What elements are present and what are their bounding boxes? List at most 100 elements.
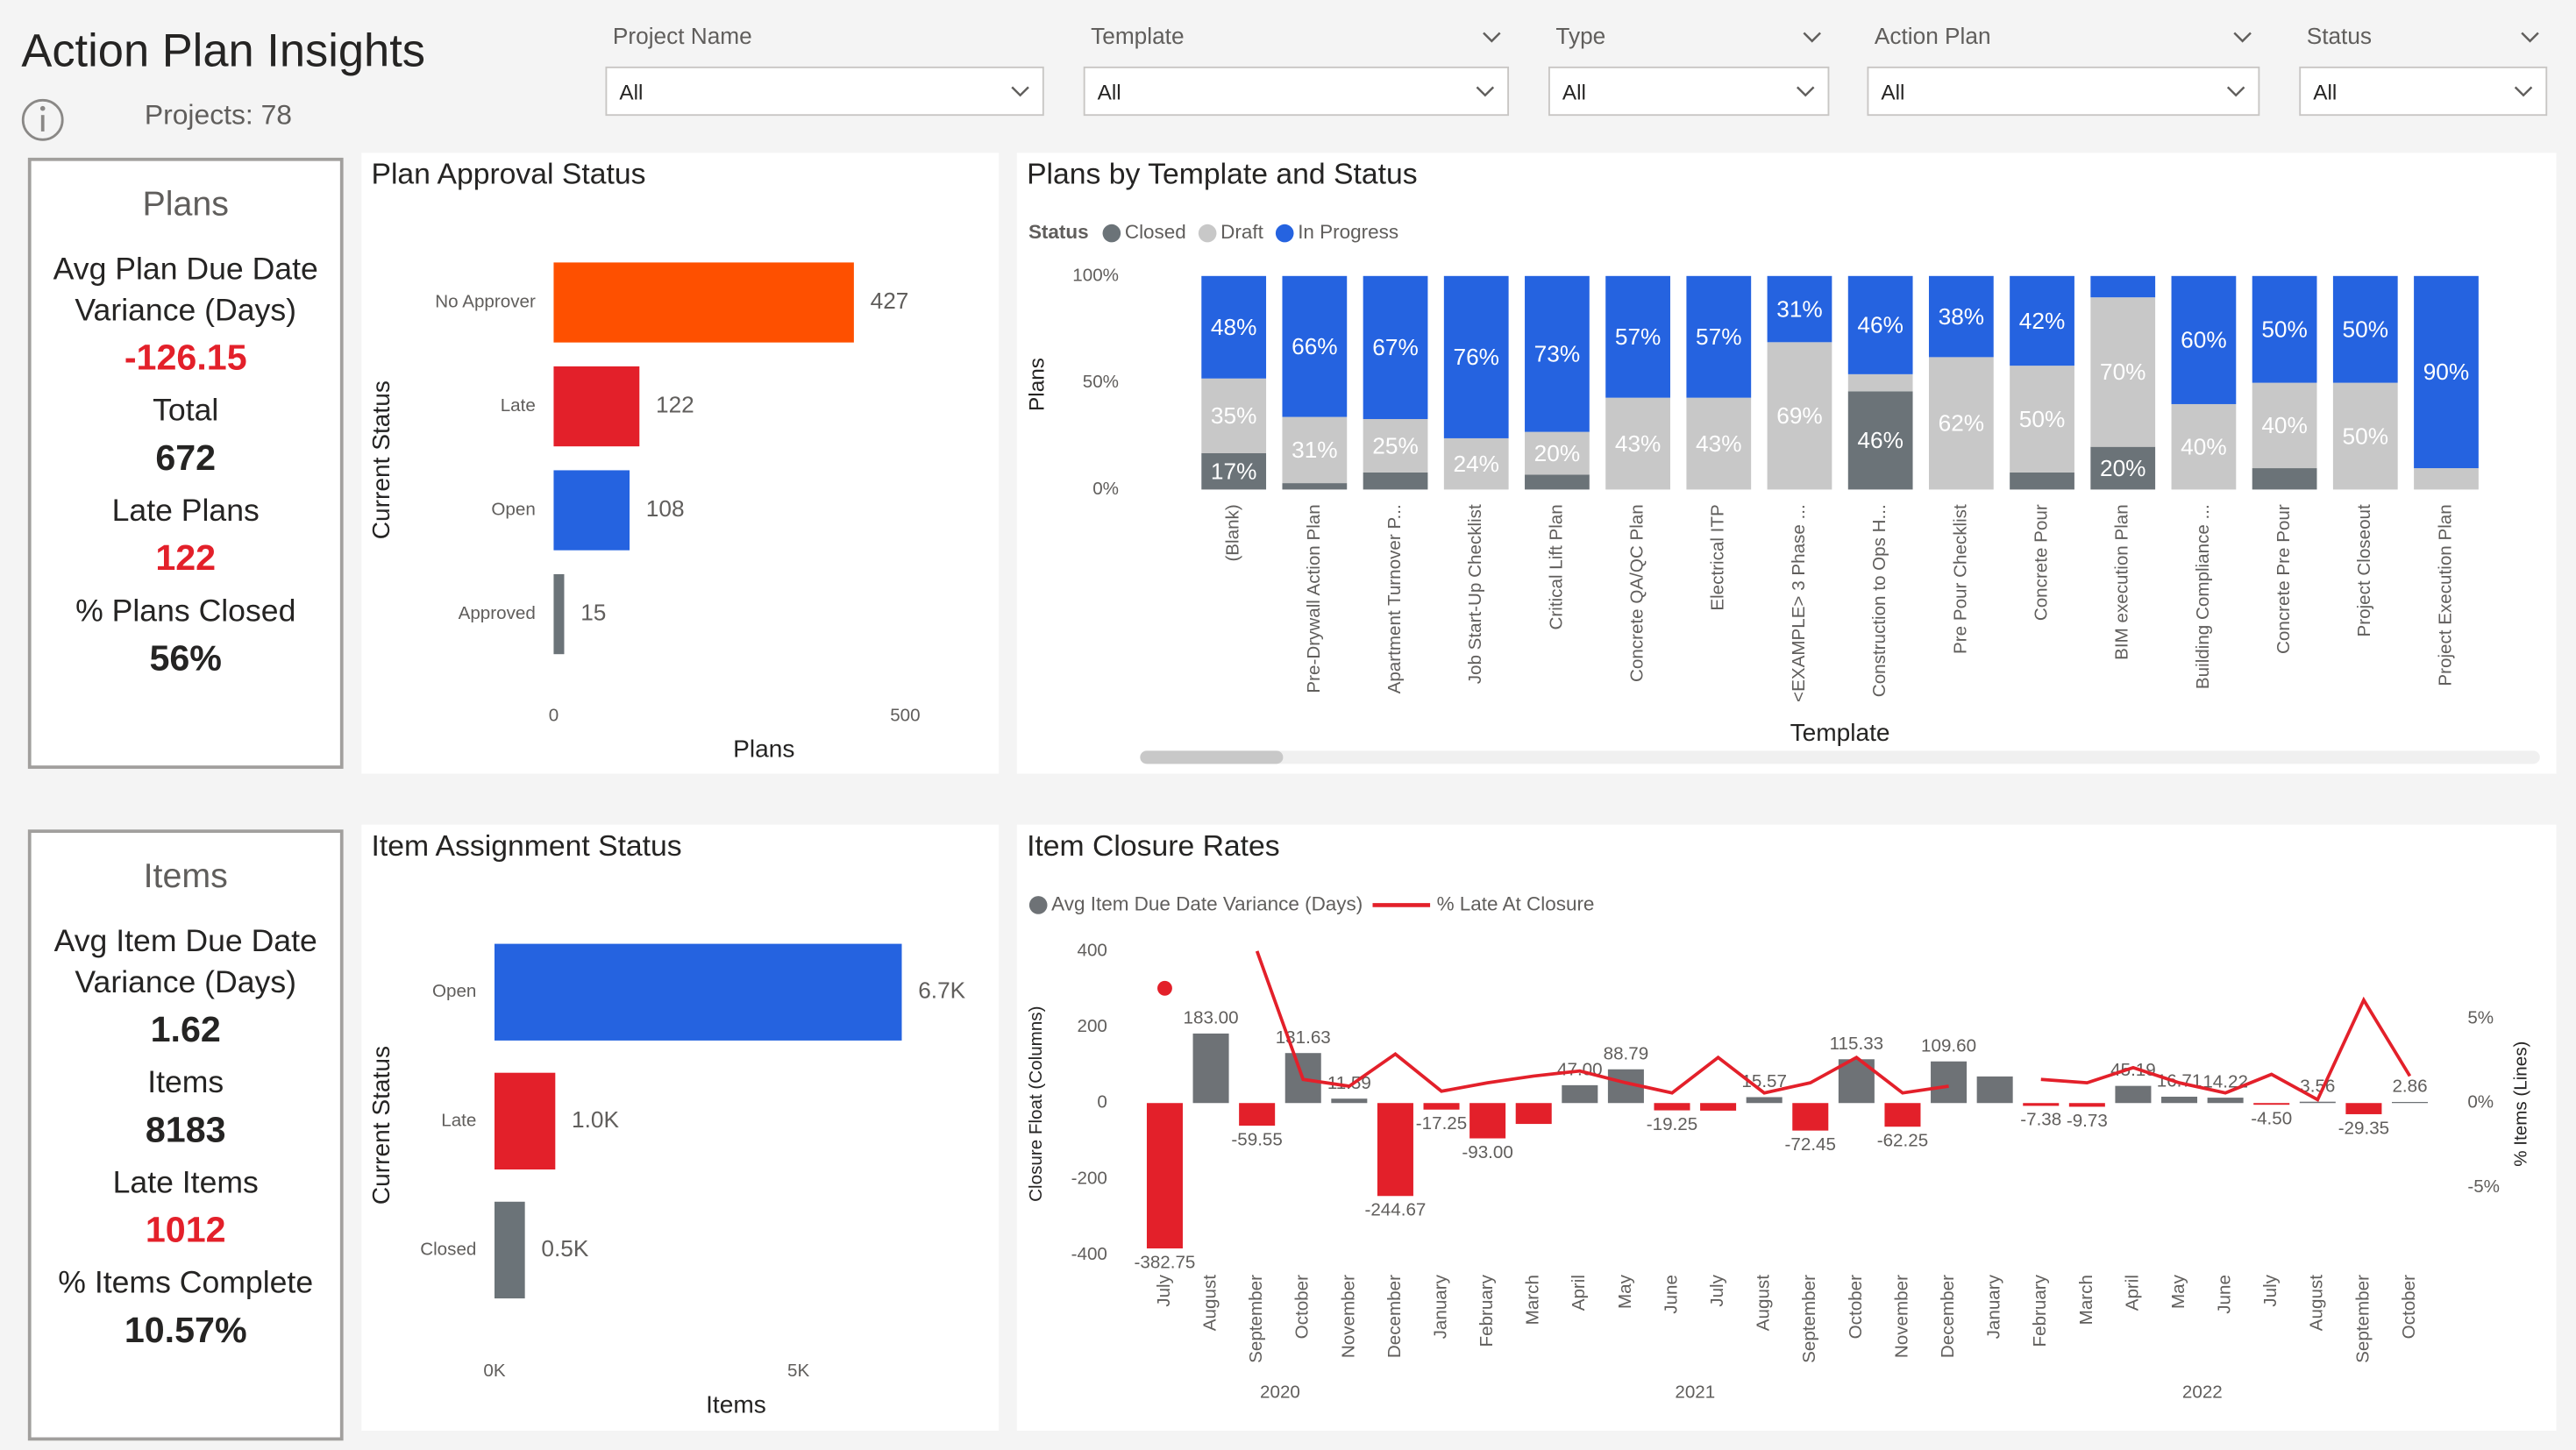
data-label: 108 — [646, 495, 685, 522]
data-label: 31% — [1292, 437, 1337, 463]
y2-axis-label: % Items (Lines) — [2511, 1041, 2531, 1167]
bar-segment — [1363, 419, 1428, 473]
kpi-value: 1.62 — [150, 1008, 221, 1050]
x-tick-label: June — [2215, 1275, 2235, 1314]
chart-title: Item Closure Rates — [1027, 829, 1280, 863]
bar-segment — [2414, 275, 2479, 469]
bar-segment — [1282, 275, 1348, 417]
column — [1792, 1103, 1829, 1131]
bar-segment — [2252, 468, 2317, 490]
x-tick-label: April — [2122, 1275, 2142, 1311]
data-label: 25% — [1372, 432, 1418, 458]
data-label: 35% — [1211, 402, 1256, 429]
info-icon[interactable] — [21, 98, 64, 141]
data-label: 15.57 — [1741, 1071, 1787, 1091]
data-label: -382.75 — [1135, 1252, 1196, 1272]
y-axis-label: Closure Float (Columns) — [1026, 1006, 1046, 1202]
data-label: 31% — [1776, 295, 1822, 322]
column — [1146, 1103, 1183, 1249]
data-label: 43% — [1696, 430, 1741, 457]
data-label: -17.25 — [1416, 1113, 1467, 1134]
y-tick-label: 0 — [1097, 1092, 1107, 1112]
data-label: 46% — [1857, 427, 1903, 453]
data-label: 50% — [2261, 316, 2307, 343]
bar-segment — [1605, 397, 1670, 490]
data-label: -9.73 — [2067, 1111, 2108, 1131]
column — [2207, 1098, 2244, 1104]
filter-value: All — [1098, 81, 1121, 104]
y-axis-label: Plans — [1026, 358, 1050, 411]
x-tick-label: November — [1338, 1275, 1358, 1358]
y-tick-label: 50% — [1083, 372, 1119, 392]
line — [1255, 950, 1949, 1095]
filter-label: Type — [1555, 23, 1605, 49]
legend-marker — [1198, 224, 1217, 243]
line-point — [1157, 980, 1172, 996]
bar-segment — [2090, 297, 2156, 447]
kpi-label: Avg Item Due Date Variance (Days) — [53, 924, 317, 1001]
bar-segment — [1686, 397, 1752, 490]
bar-segment — [1928, 357, 1994, 490]
kpi-label: % Plans Closed — [75, 594, 296, 629]
bar-segment — [2090, 446, 2156, 490]
filter-header-chevron — [2233, 32, 2252, 43]
data-label: -4.50 — [2251, 1108, 2292, 1128]
filter-chevron — [1796, 86, 1815, 97]
x-tick-label: June — [1661, 1275, 1681, 1314]
filter-label: Status — [2307, 23, 2372, 49]
y2-tick-label: 5% — [2467, 1007, 2494, 1027]
data-label: -72.45 — [1785, 1134, 1836, 1155]
data-label: -7.38 — [2020, 1110, 2061, 1130]
column — [1192, 1033, 1229, 1104]
x-tick-label: January — [1430, 1274, 1450, 1339]
data-label: 20% — [2100, 455, 2145, 481]
filter-dropdown[interactable] — [1083, 66, 1510, 117]
bar-segment — [1201, 452, 1267, 490]
data-label: 43% — [1615, 430, 1661, 457]
kpi-label: Items — [147, 1066, 224, 1101]
y-tick-label: 200 — [1077, 1016, 1107, 1036]
y-tick-label: Closed — [420, 1239, 476, 1259]
line — [2040, 996, 2412, 1102]
x-tick-label: July — [2260, 1274, 2281, 1306]
y-axis-label: Current Status — [367, 1046, 395, 1205]
bar — [553, 262, 854, 343]
kpi-card-title: Items — [143, 857, 228, 896]
legend-label: Avg Item Due Date Variance (Days) — [1051, 892, 1363, 914]
data-label: 73% — [1534, 341, 1580, 367]
scrollbar-thumb[interactable] — [1140, 750, 1284, 764]
data-label: -19.25 — [1647, 1114, 1697, 1134]
filter-value: All — [2313, 81, 2337, 104]
bar-segment — [1928, 275, 1994, 358]
x-tick-label: August — [1754, 1275, 1774, 1331]
x-tick-label: Building Compliance ... — [2193, 504, 2213, 689]
bar-segment — [1847, 275, 1913, 374]
filter-dropdown[interactable] — [1548, 66, 1830, 117]
x-tick-label: May — [1615, 1274, 1635, 1309]
bar-segment — [1686, 275, 1752, 398]
kpi-card-body: Plans Avg Plan Due Date Variance (Days) -1… — [30, 160, 342, 767]
filter-label: Project Name — [613, 23, 752, 49]
legend-marker — [1028, 896, 1048, 914]
x-axis-label: Items — [706, 1390, 766, 1418]
y-tick-label: -200 — [1071, 1168, 1107, 1188]
x-axis-label: Plans — [733, 736, 794, 763]
legend-label: Closed — [1125, 221, 1186, 243]
bar — [553, 573, 565, 655]
filter-chevron — [2514, 86, 2533, 97]
filter-dropdown[interactable] — [1867, 66, 2260, 117]
x-tick-label: Project Closeout — [2354, 504, 2374, 636]
y-tick-label: Approved — [459, 603, 536, 623]
column — [2115, 1085, 2152, 1104]
x-tick-label: <EXAMPLE> 3 Phase ... — [1789, 504, 1809, 702]
data-label: 50% — [2343, 423, 2388, 449]
x-tick-label: Construction to Ops H... — [1869, 504, 1889, 697]
column — [2023, 1103, 2060, 1106]
filter-dropdown[interactable] — [605, 66, 1044, 117]
filter-dropdown[interactable] — [2299, 66, 2548, 117]
column — [2299, 1101, 2336, 1104]
legend-title: Status — [1028, 221, 1089, 243]
bar-segment — [1363, 275, 1428, 420]
x-tick-label: Concrete Pre Pour — [2274, 504, 2294, 654]
